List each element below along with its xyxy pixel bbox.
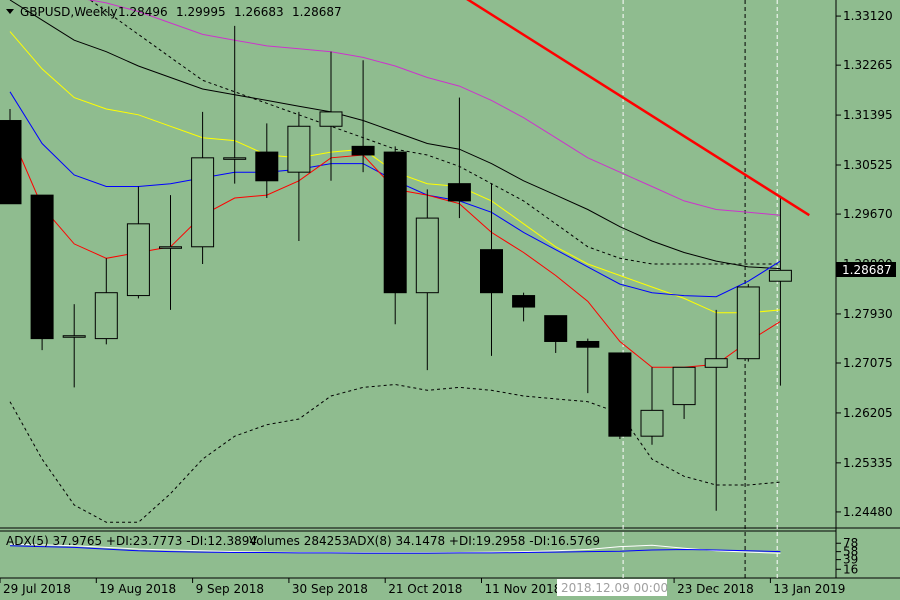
bull-candle: [736, 286, 760, 360]
cursor-time-box: [557, 579, 667, 596]
time-tick-label: 21 Oct 2018: [388, 582, 462, 596]
price-tick-label: 1.27930: [843, 307, 893, 321]
price-axis: 1.331201.322651.313951.305251.296701.288…: [836, 9, 893, 519]
bear-candle: [608, 352, 632, 437]
bull-candle: [768, 269, 792, 282]
bull-candle: [415, 217, 439, 294]
bull-candle: [223, 157, 247, 160]
time-tick-label: 9 Sep 2018: [196, 582, 264, 596]
bear-candle: [512, 295, 536, 308]
bull-candle: [704, 358, 728, 368]
time-tick-label: 13 Jan 2019: [773, 582, 845, 596]
bull-candle: [640, 409, 664, 437]
price-tick-label: 1.29670: [843, 207, 893, 221]
price-tick-label: 1.31395: [843, 108, 893, 122]
time-tick-label: 11 Nov 2018: [485, 582, 562, 596]
price-tick-label: 1.27075: [843, 356, 893, 370]
price-tick-label: 1.30525: [843, 158, 893, 172]
bear-candle: [576, 340, 600, 348]
bull-candle: [94, 292, 118, 340]
time-tick-label: 30 Sep 2018: [292, 582, 368, 596]
bear-candle: [255, 151, 279, 182]
bull-candle: [672, 366, 696, 406]
trendline-layer: [466, 0, 810, 217]
ohlc-low: 1.26683: [234, 5, 284, 19]
adx-tick-label: 78: [843, 536, 858, 550]
adx-tick-label: 39: [843, 553, 858, 567]
ma-magenta-line: [87, 0, 781, 216]
adx-tick-label: 16: [843, 562, 858, 576]
volumes-label: Volumes 284253: [249, 534, 350, 548]
ohlc-open: 1.28496: [118, 5, 168, 19]
current-price-label: 1.28687: [842, 263, 892, 277]
trendline: [466, 0, 810, 217]
current-price-marker: [836, 262, 896, 277]
price-tick-label: 1.26205: [843, 406, 893, 420]
symbol-label: GBPUSD,Weekly: [20, 5, 118, 19]
bull-candle: [159, 246, 182, 249]
time-tick-label: 29 Jul 2018: [3, 582, 71, 596]
bull-candle: [287, 125, 311, 173]
bear-candle: [383, 151, 407, 294]
bull-candle: [126, 223, 150, 297]
bull-candle: [191, 157, 215, 248]
ma-black-line: [9, 0, 781, 270]
time-tick-label: 19 Aug 2018: [99, 582, 176, 596]
bear-candle: [480, 249, 503, 294]
bull-candle: [62, 335, 86, 338]
price-tick-label: 1.32265: [843, 58, 893, 72]
price-tick-label: 1.33120: [843, 9, 893, 23]
price-tick-label: 1.25335: [843, 456, 893, 470]
bear-candle: [351, 145, 375, 156]
bear-candle: [544, 315, 568, 342]
candles: [0, 25, 792, 511]
band-lower-line: [9, 383, 781, 523]
adx-main-line: [9, 545, 781, 554]
ohlc-high: 1.29995: [176, 5, 226, 19]
cursor-time-label: 2018.12.09 00:00: [561, 581, 668, 595]
adx8-label: ADX(8) 34.1478 +DI:19.2958 -DI:16.5769: [349, 534, 600, 548]
price-tick-label: 1.24480: [843, 505, 893, 519]
bear-candle: [0, 120, 22, 205]
time-axis: 29 Jul 2018 19 Aug 2018 9 Sep 2018 30 Sep 2…: [0, 578, 845, 596]
adx5-label: ADX(5) 37.9765 +DI:23.7773 -DI:12.3894: [6, 534, 257, 548]
bear-candle: [447, 183, 471, 202]
dropdown-arrow-icon[interactable]: [6, 9, 14, 14]
adx-tick-label: 58: [843, 545, 858, 559]
bull-candle: [319, 111, 343, 127]
time-tick-label: 23 Dec 2018: [677, 582, 754, 596]
ohlc-close: 1.28687: [292, 5, 342, 19]
bear-candle: [30, 194, 54, 340]
